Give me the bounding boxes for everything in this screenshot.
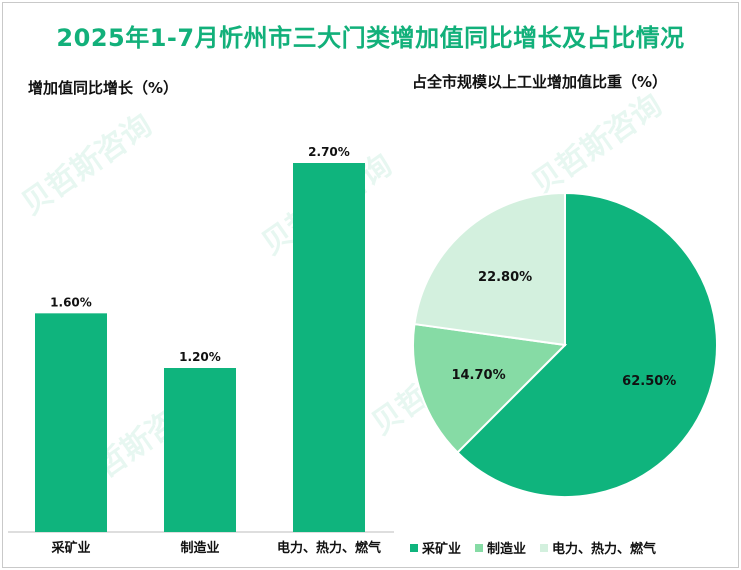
pie-value-label: 62.50% bbox=[622, 374, 676, 389]
bar-value-label: 1.20% bbox=[179, 350, 221, 364]
pie-value-label: 14.70% bbox=[451, 368, 505, 383]
legend-label: 电力、热力、燃气 bbox=[552, 542, 657, 557]
bar bbox=[293, 163, 365, 532]
legend-item-manufacturing: 制造业 bbox=[475, 538, 526, 557]
legend-label: 制造业 bbox=[487, 542, 527, 557]
bar bbox=[35, 313, 107, 532]
pie-slice bbox=[456, 191, 718, 498]
legend-swatch bbox=[540, 543, 549, 552]
pie-chart-title: 占全市规模以上工业增加值比重（%） bbox=[412, 73, 668, 91]
x-tick-label: 制造业 bbox=[180, 540, 219, 556]
bar-value-label: 2.70% bbox=[308, 145, 350, 159]
legend-item-utilities: 电力、热力、燃气 bbox=[540, 538, 656, 557]
bar bbox=[164, 368, 236, 532]
legend-swatch bbox=[475, 543, 484, 552]
pie-value-label: 22.80% bbox=[478, 270, 532, 285]
pie-slice bbox=[413, 191, 566, 347]
x-tick-label: 电力、热力、燃气 bbox=[277, 540, 381, 556]
legend-item-mining: 采矿业 bbox=[410, 538, 461, 557]
bar-value-label: 1.60% bbox=[50, 295, 92, 309]
bar-chart-title: 增加值同比增长（%） bbox=[28, 79, 179, 97]
chart-title: 2025年1-7月忻州市三大门类增加值同比增长及占比情况 bbox=[56, 24, 685, 52]
pie-slice bbox=[412, 322, 568, 454]
x-tick-label: 采矿业 bbox=[50, 540, 90, 556]
pie-legend: 采矿业 制造业 电力、热力、燃气 bbox=[410, 538, 730, 557]
legend-swatch bbox=[410, 543, 418, 552]
legend-label: 采矿业 bbox=[422, 542, 462, 557]
